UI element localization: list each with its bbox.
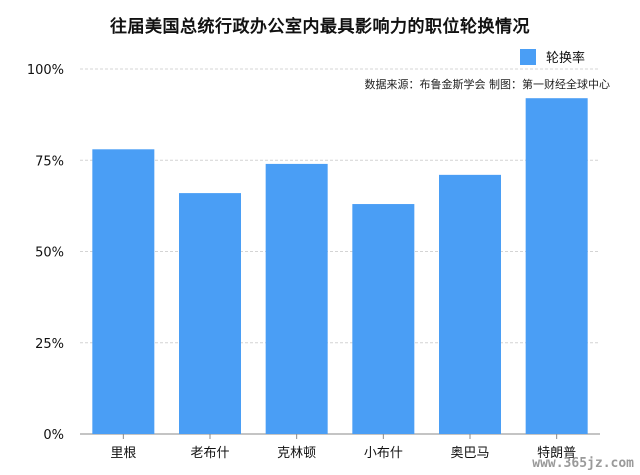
y-tick-label: 75% xyxy=(35,154,64,169)
category-label: 老布什 xyxy=(190,446,229,461)
y-tick-label: 50% xyxy=(35,246,64,261)
bar xyxy=(179,193,241,434)
bar xyxy=(352,204,415,434)
category-label: 小布什 xyxy=(364,446,403,461)
category-label: 特朗普 xyxy=(537,446,576,461)
category-label: 里根 xyxy=(110,446,136,461)
category-label: 奥巴马 xyxy=(450,446,489,461)
y-tick-label: 25% xyxy=(35,337,64,352)
y-tick-label: 0% xyxy=(43,428,64,443)
chart-title: 往届美国总统行政办公室内最具影响力的职位轮换情况 xyxy=(110,17,530,37)
bar xyxy=(525,98,588,434)
watermark: www.365jz.com xyxy=(532,456,634,471)
legend: 轮换率 xyxy=(520,47,585,66)
bar xyxy=(265,163,328,434)
source-note: 数据来源：布鲁金斯学会 制图：第一财经全球中心 xyxy=(364,78,611,91)
legend-swatch xyxy=(520,48,536,65)
bar xyxy=(92,149,155,435)
bar xyxy=(439,174,501,434)
y-tick-label: 100% xyxy=(27,63,64,78)
category-label: 克林顿 xyxy=(277,446,316,461)
legend-label: 轮换率 xyxy=(546,51,586,66)
